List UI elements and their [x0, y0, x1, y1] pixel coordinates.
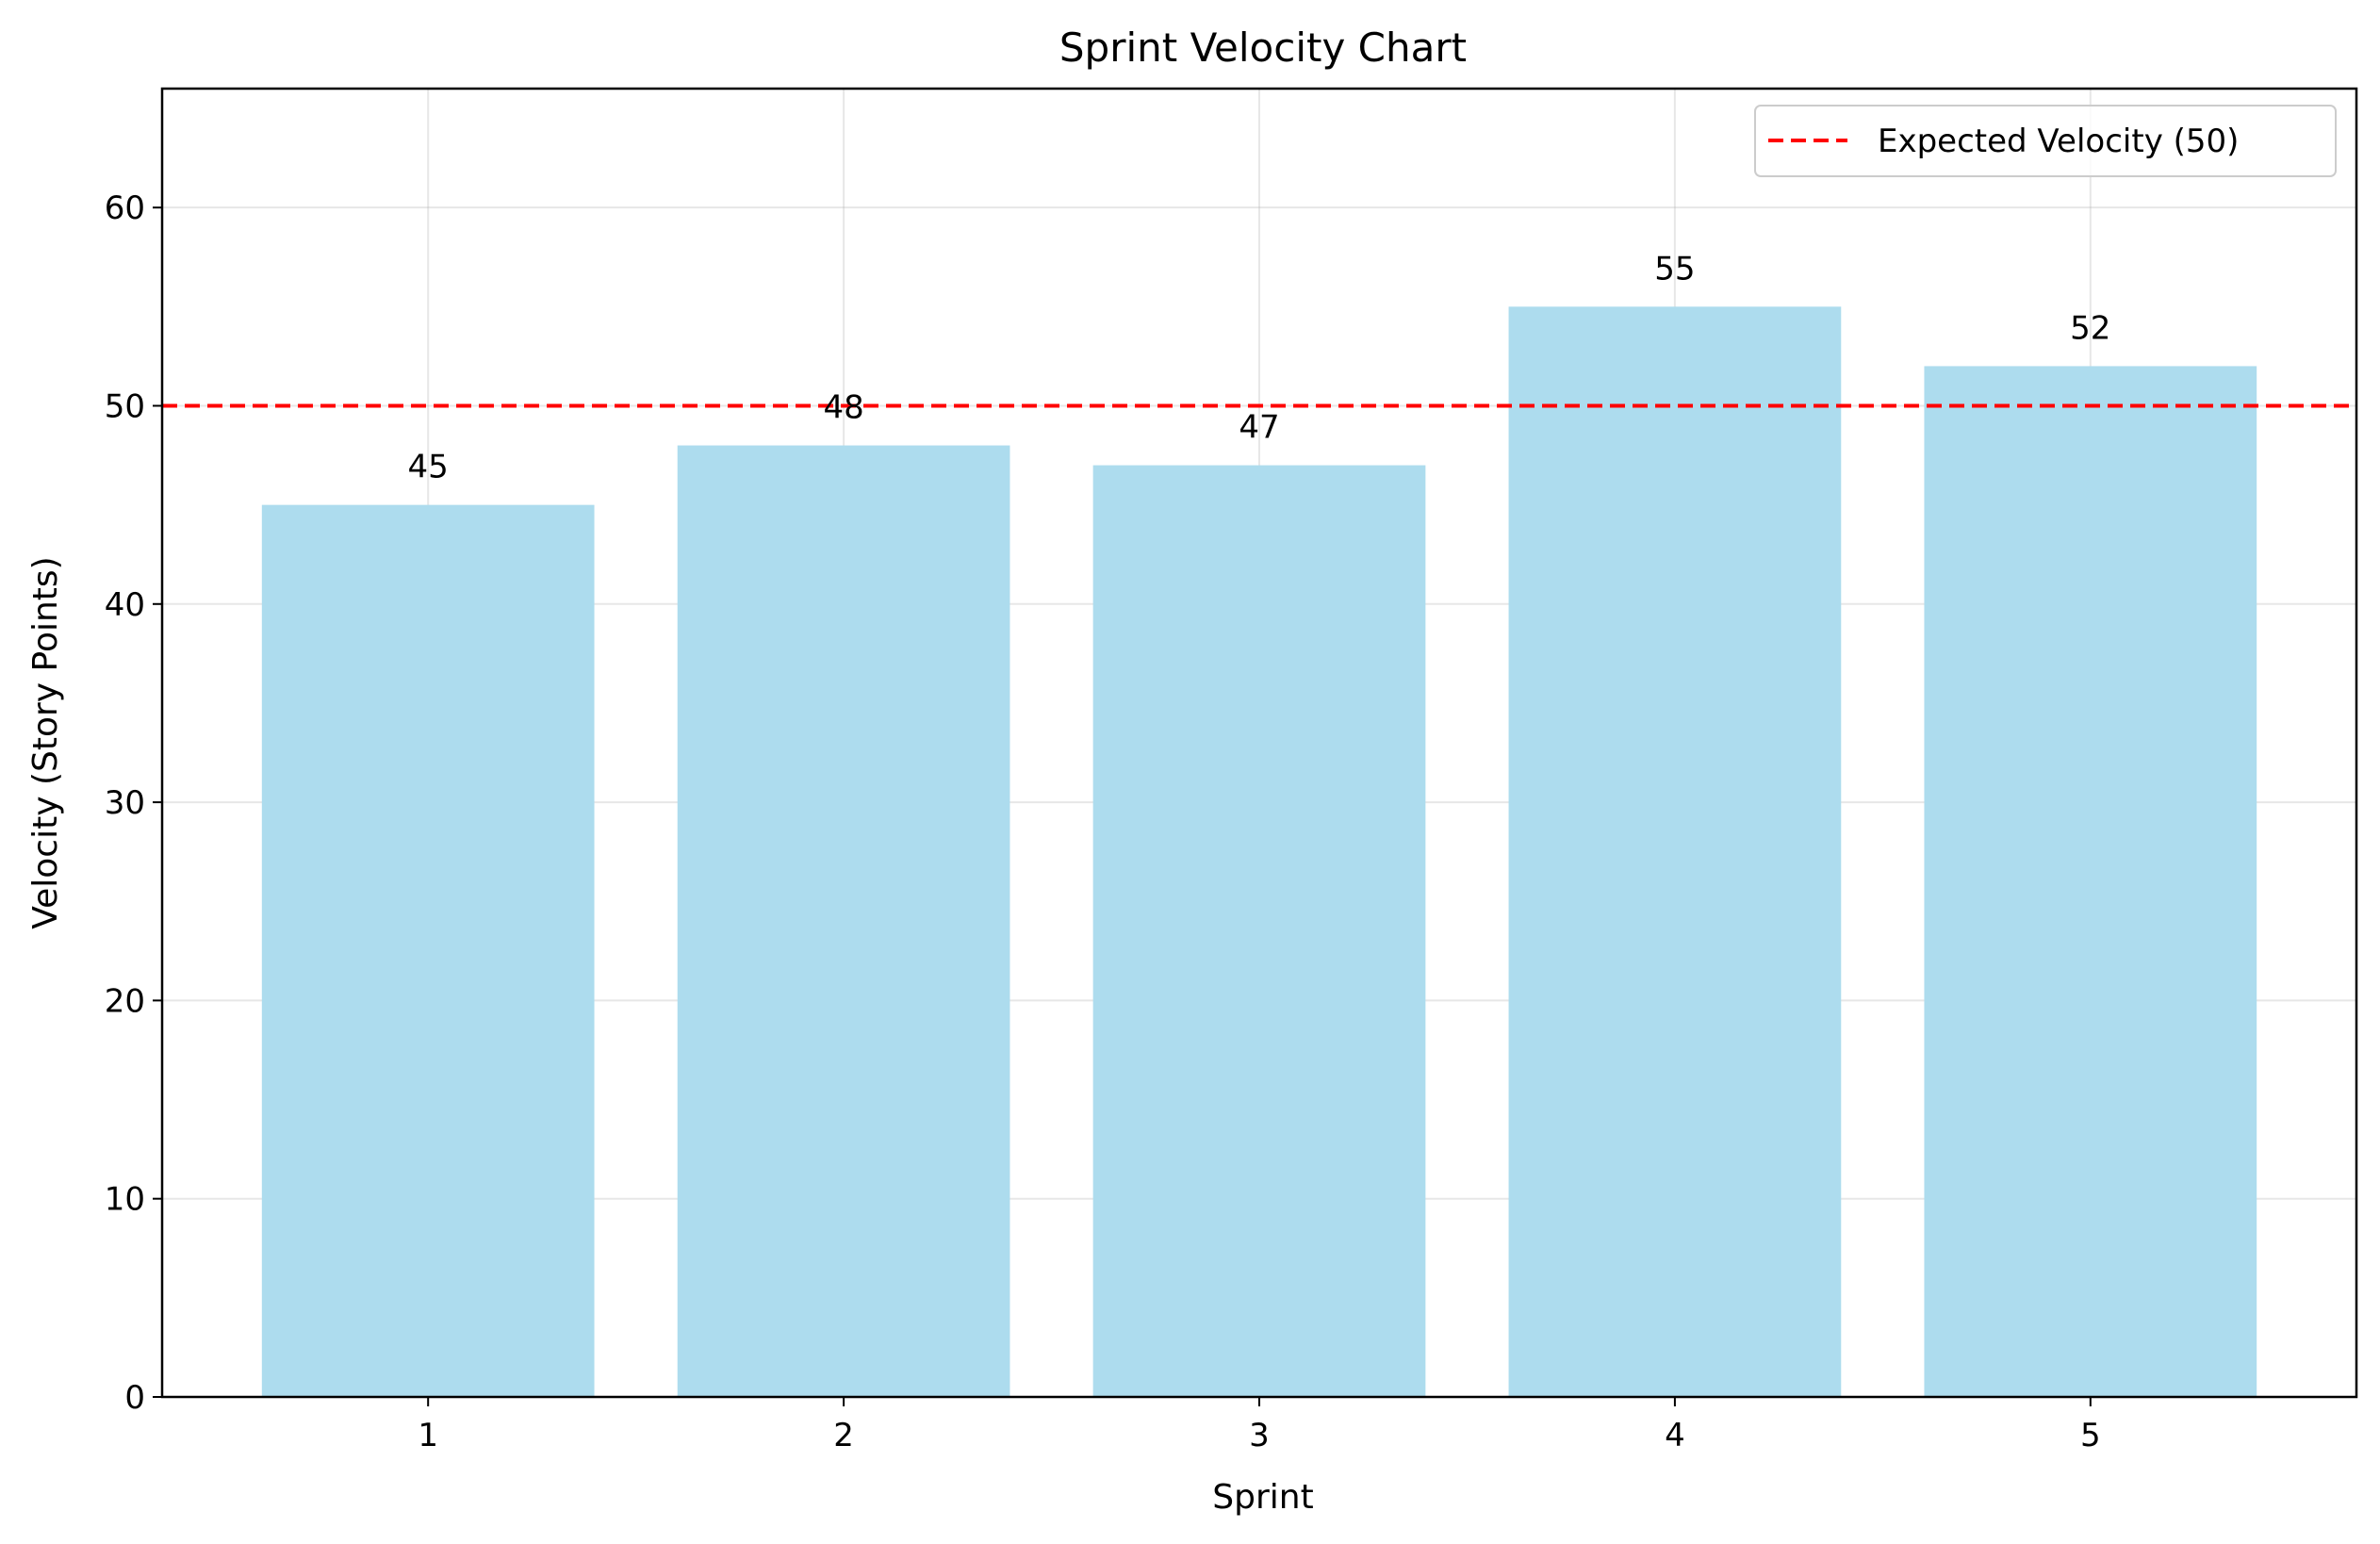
- x-tick-label: 4: [1665, 1417, 1685, 1454]
- y-tick-label: 20: [105, 982, 145, 1020]
- bar-sprint-5: [1924, 366, 2257, 1397]
- y-axis-ticks: 0 10 20 30 40 50 60: [105, 189, 162, 1417]
- bar-value-label: 45: [408, 449, 449, 486]
- bar-sprint-1: [261, 504, 595, 1397]
- bar-sprint-3: [1092, 465, 1426, 1397]
- x-tick-label: 3: [1249, 1417, 1270, 1454]
- bar-label-layer: 45 48 47 55 52: [408, 250, 2111, 485]
- x-tick-label: 2: [833, 1417, 854, 1454]
- bar-layer: [261, 306, 2257, 1398]
- y-axis-label: Velocity (Story Points): [26, 556, 65, 928]
- bar-value-label: 55: [1654, 250, 1695, 287]
- x-axis-ticks: 1 2 3 4 5: [418, 1397, 2101, 1454]
- y-tick-label: 40: [105, 586, 145, 624]
- bar-value-label: 47: [1239, 409, 1279, 447]
- bar-sprint-4: [1508, 306, 1842, 1397]
- y-tick-label: 60: [105, 189, 145, 227]
- legend: Expected Velocity (50): [1754, 105, 2337, 177]
- x-tick-label: 5: [2080, 1417, 2101, 1454]
- legend-entry-label: Expected Velocity (50): [1878, 123, 2239, 160]
- y-tick-label: 30: [105, 784, 145, 822]
- legend-box: [1754, 105, 2337, 177]
- chart-title: Sprint Velocity Chart: [1059, 25, 1467, 71]
- y-tick-label: 0: [124, 1379, 145, 1417]
- bar-sprint-2: [677, 445, 1010, 1398]
- bar-value-label: 52: [2070, 309, 2110, 347]
- bar-value-label: 48: [823, 389, 863, 427]
- y-tick-label: 50: [105, 387, 145, 425]
- plot-area: 45 48 47 55 52: [160, 87, 2358, 1399]
- x-tick-label: 1: [418, 1417, 438, 1454]
- y-tick-label: 10: [105, 1181, 145, 1219]
- x-axis-label: Sprint: [1212, 1478, 1313, 1517]
